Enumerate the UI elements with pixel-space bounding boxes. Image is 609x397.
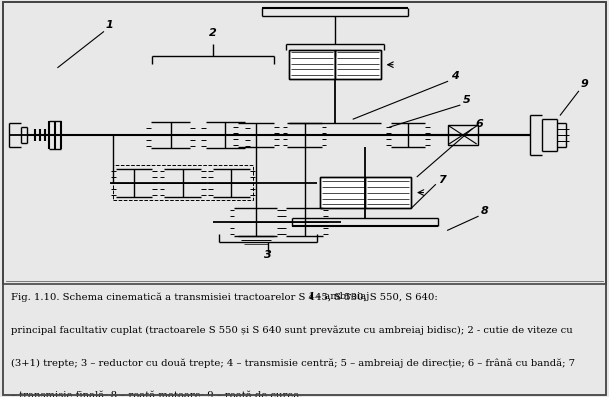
Text: 6: 6 — [475, 119, 483, 129]
Text: 7: 7 — [438, 175, 446, 185]
Text: 3: 3 — [264, 250, 272, 260]
Bar — [448, 125, 478, 145]
Text: 4: 4 — [451, 71, 459, 81]
Bar — [335, 50, 381, 79]
Text: Fig. 1.10. Schema cinematică a transmisiei tractoarelor S 445, S 530, S 550, S 6: Fig. 1.10. Schema cinematică a transmisi… — [11, 292, 441, 302]
Bar — [289, 50, 335, 79]
Bar — [289, 50, 335, 79]
Text: – ambreiaj: – ambreiaj — [312, 292, 369, 301]
Text: 1: 1 — [308, 292, 315, 301]
Bar — [365, 177, 411, 208]
Bar — [320, 177, 365, 208]
Text: 1: 1 — [106, 20, 113, 30]
Text: 9: 9 — [581, 79, 588, 89]
Text: 2: 2 — [209, 28, 217, 38]
Bar — [365, 177, 411, 208]
Bar — [113, 165, 253, 200]
Bar — [320, 177, 365, 208]
Text: 8: 8 — [481, 206, 489, 216]
Text: 5: 5 — [463, 95, 471, 105]
Text: principal facultativ cuplat (tractoarele S 550 și S 640 sunt prevăzute cu ambrei: principal facultativ cuplat (tractoarele… — [11, 326, 572, 335]
Bar — [335, 50, 381, 79]
Text: – transmisie finală; 8 – roată motoare; 9 – roată de curea.: – transmisie finală; 8 – roată motoare; … — [11, 391, 303, 397]
Text: (3+1) trepte; 3 – reductor cu două trepte; 4 – transmisie centră; 5 – ambreiaj d: (3+1) trepte; 3 – reductor cu două trept… — [11, 359, 575, 368]
